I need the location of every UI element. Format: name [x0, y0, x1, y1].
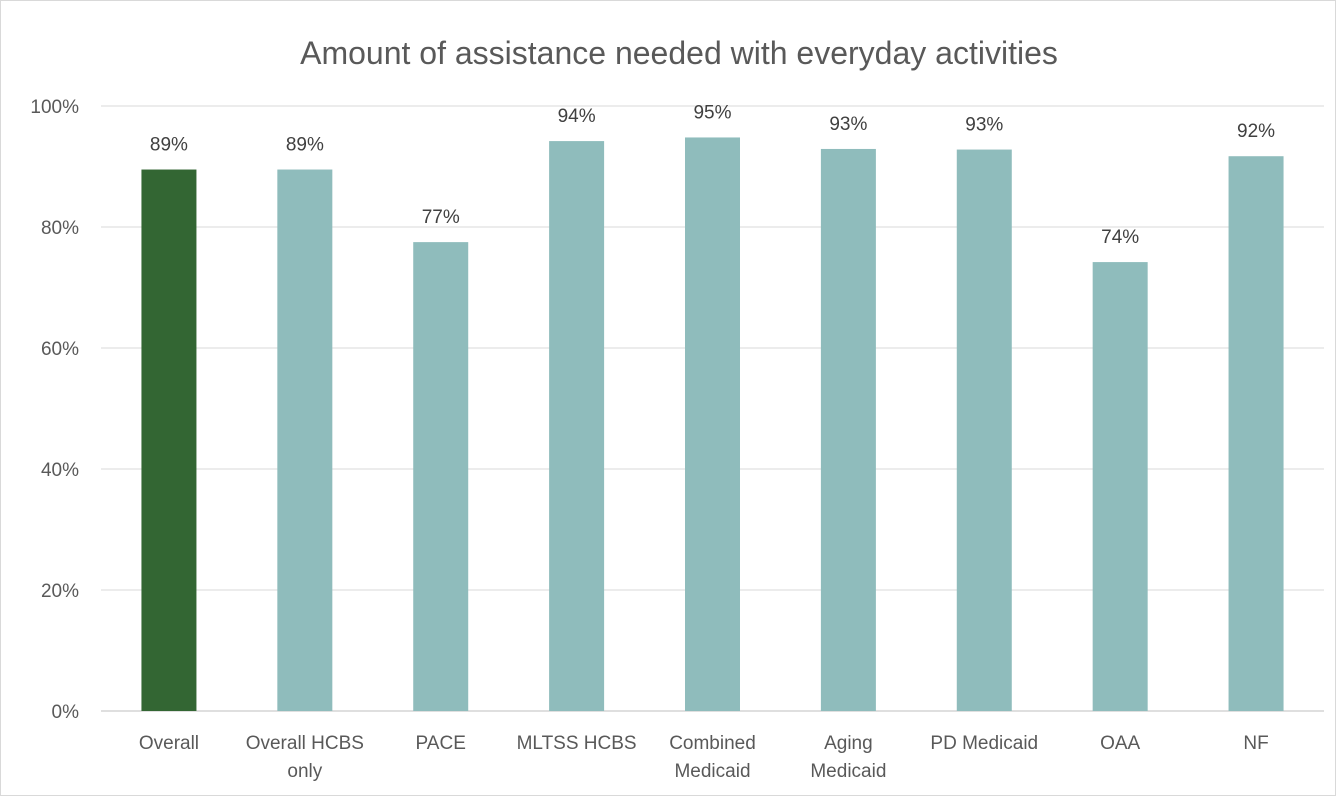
y-tick-label: 80% [41, 218, 79, 239]
bar [141, 169, 197, 711]
y-tick-label: 40% [41, 460, 79, 481]
category-label: PD Medicaid [930, 733, 1038, 754]
category-label: OAA [1100, 733, 1140, 754]
category-label: Combined [669, 733, 756, 754]
category-label: Medicaid [674, 761, 750, 782]
category-label: Aging [824, 733, 873, 754]
bar [820, 148, 876, 711]
category-label: Overall [139, 733, 199, 754]
bar [413, 242, 469, 711]
y-tick-label: 20% [41, 581, 79, 602]
y-tick-label: 100% [30, 97, 79, 118]
data-label: 92% [1237, 121, 1275, 142]
category-label: Overall HCBS [246, 733, 364, 754]
bar [277, 169, 333, 711]
data-label: 93% [965, 115, 1003, 136]
data-label: 74% [1101, 227, 1139, 248]
x-axis-categories: Overall Overall HCBS only PACE MLTSS HCBS Com… [139, 733, 1269, 782]
data-labels: 89% 89% 77% 94% 95% 93% 93% 74% 92% [150, 102, 1275, 248]
data-label: 89% [286, 135, 324, 156]
bar [956, 149, 1012, 711]
data-label: 77% [422, 207, 460, 228]
data-label: 94% [558, 106, 596, 127]
y-tick-label: 0% [52, 702, 80, 723]
data-label: 95% [693, 102, 731, 123]
data-label: 93% [829, 114, 867, 135]
bar [1092, 262, 1148, 711]
category-label: MLTSS HCBS [517, 733, 637, 754]
category-label: Medicaid [810, 761, 886, 782]
bars [141, 137, 1284, 712]
y-axis-ticks: 0% 20% 40% 60% 80% 100% [30, 97, 79, 723]
bar [685, 137, 740, 711]
bar [1228, 156, 1284, 712]
category-label: PACE [416, 733, 466, 754]
chart-title: Amount of assistance needed with everyda… [300, 35, 1058, 71]
category-label: only [287, 761, 322, 782]
y-tick-label: 60% [41, 339, 79, 360]
bar [549, 141, 605, 712]
data-label: 89% [150, 135, 188, 156]
category-label: NF [1243, 733, 1268, 754]
